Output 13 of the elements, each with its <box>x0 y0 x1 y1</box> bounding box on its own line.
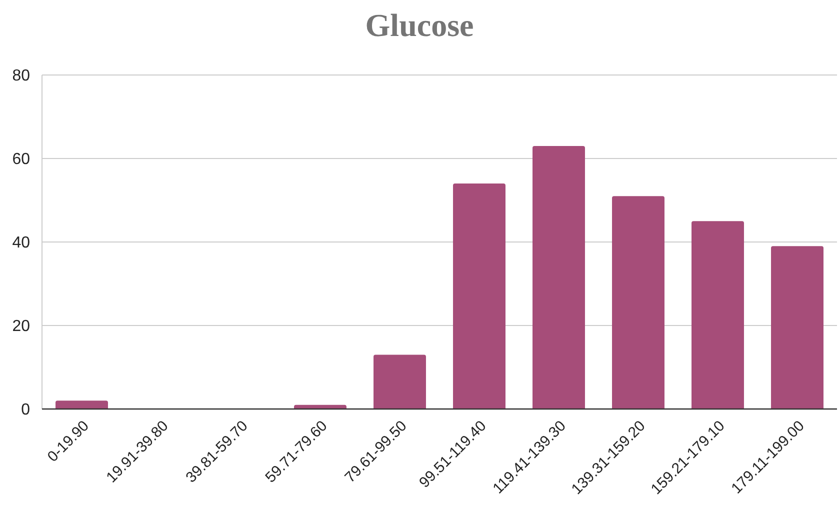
bar <box>771 246 824 409</box>
bar <box>374 354 426 409</box>
y-tick-label: 80 <box>12 68 30 85</box>
bar <box>612 196 664 409</box>
bar <box>532 146 585 409</box>
chart-title: Glucose <box>365 7 474 43</box>
y-tick-label: 0 <box>21 402 30 419</box>
bar <box>692 221 744 409</box>
bar <box>453 184 506 409</box>
y-tick-label: 60 <box>12 151 30 168</box>
y-tick-label: 20 <box>12 318 30 336</box>
y-tick-label: 40 <box>12 234 30 252</box>
bar <box>56 400 108 409</box>
